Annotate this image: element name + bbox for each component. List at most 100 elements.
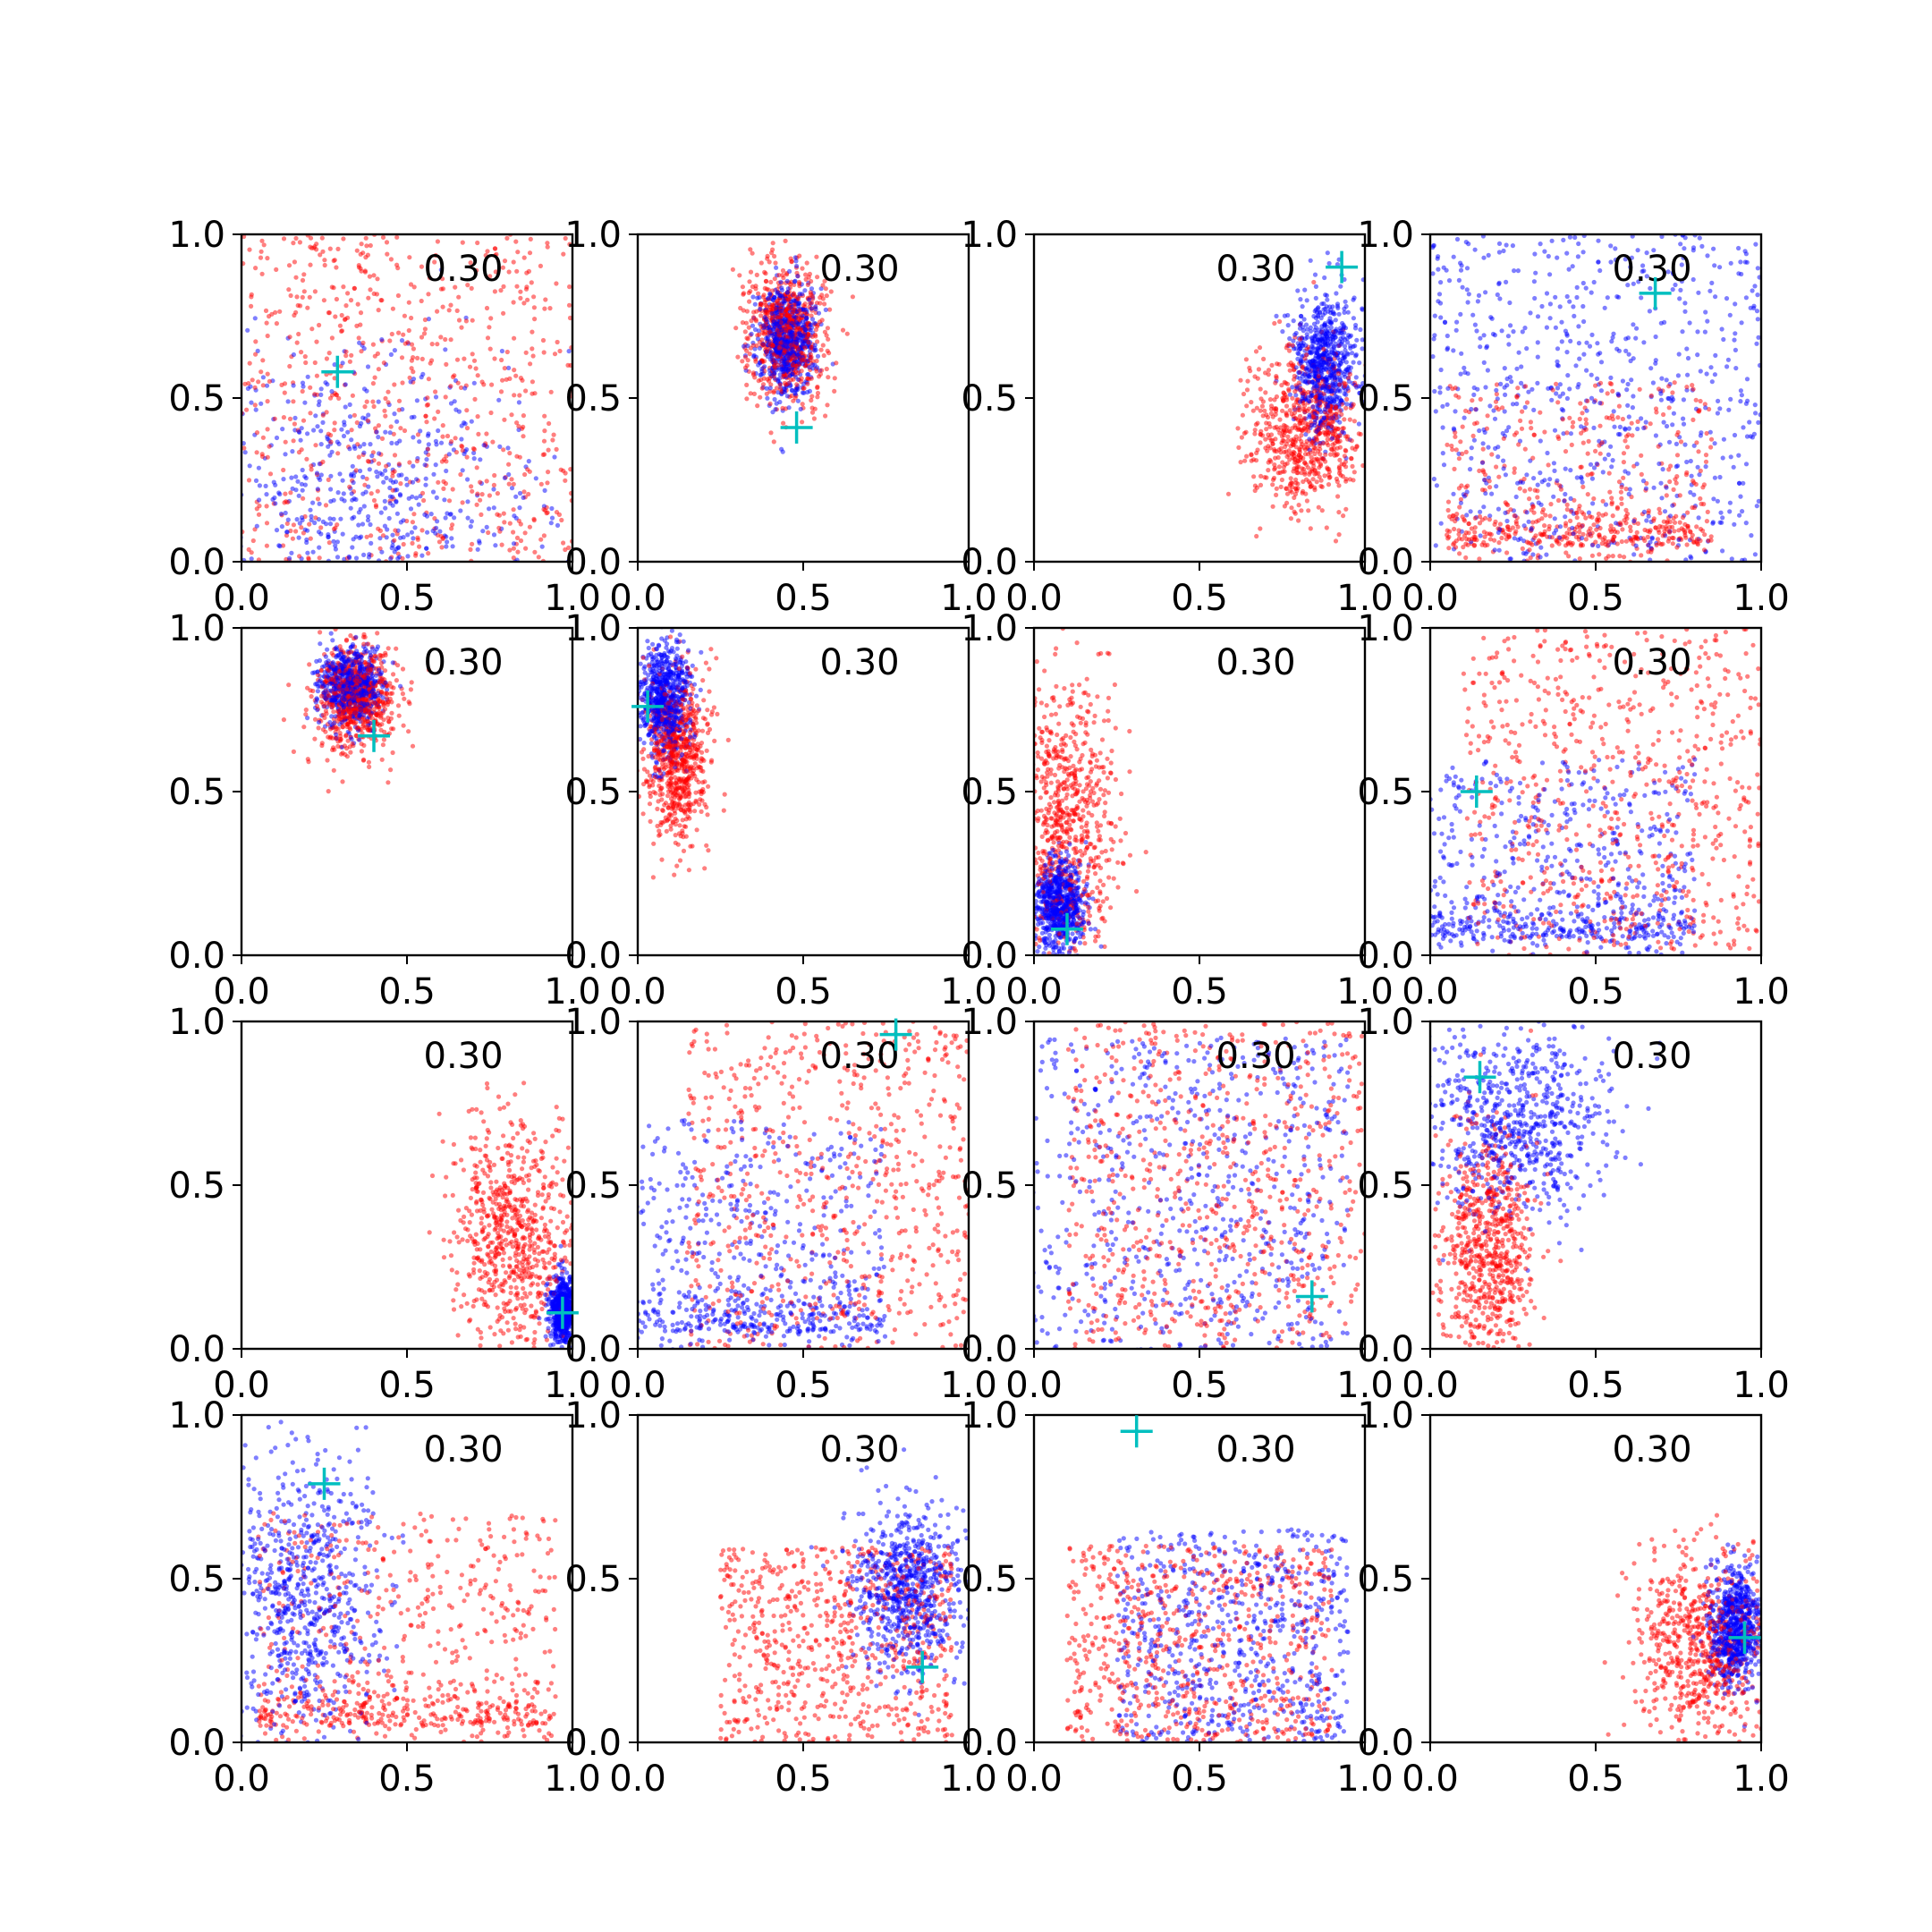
series-a-point — [366, 555, 372, 560]
series-a-point — [1538, 545, 1544, 550]
series-a-point — [276, 543, 282, 548]
series-a-point — [1318, 391, 1323, 397]
y-tick-label: 1.0 — [564, 215, 622, 256]
series-b-point — [511, 555, 516, 561]
series-a-point — [1535, 354, 1540, 360]
series-a-point — [483, 566, 487, 571]
series-b-point — [388, 424, 394, 429]
series-a-point — [1631, 394, 1636, 399]
series-a-point — [483, 586, 487, 590]
series-a-point — [1353, 352, 1359, 358]
series-a-point — [342, 593, 346, 597]
series-b-point — [265, 256, 270, 261]
series-a-point — [1433, 543, 1438, 548]
series-b-point — [1239, 435, 1244, 440]
series-a-point — [791, 298, 797, 303]
series-b-point — [1292, 495, 1297, 501]
series-a-point — [409, 530, 414, 535]
series-a-point — [1643, 419, 1648, 425]
series-a-point — [752, 301, 758, 307]
series-a-point — [1335, 305, 1341, 310]
series-b-point — [771, 388, 776, 394]
series-a-point — [666, 521, 671, 526]
series-a-point — [1547, 316, 1553, 321]
series-a-point — [823, 307, 828, 312]
series-b-point — [773, 260, 778, 266]
series-a-point — [1303, 432, 1309, 437]
series-b-point — [1484, 563, 1488, 567]
series-b-point — [1579, 430, 1584, 436]
series-b-point — [1258, 428, 1264, 434]
series-a-point — [318, 568, 322, 572]
series-b-point — [1298, 454, 1303, 460]
series-a-point — [233, 529, 238, 533]
series-b-point — [484, 431, 489, 436]
series-b-point — [1316, 374, 1321, 379]
series-a-point — [299, 481, 304, 487]
series-a-point — [316, 605, 320, 609]
series-b-point — [754, 272, 759, 277]
series-b-point — [826, 375, 831, 380]
series-b-point — [353, 468, 359, 473]
series-a-point — [116, 460, 121, 464]
series-a-point — [1625, 402, 1631, 408]
series-a-point — [1710, 520, 1716, 525]
series-b-point — [789, 259, 794, 265]
series-b-point — [449, 526, 454, 531]
series-b-point — [750, 315, 757, 320]
series-b-point — [509, 412, 514, 418]
series-a-point — [1510, 243, 1515, 249]
series-a-point — [377, 451, 382, 456]
series-b-point — [1314, 437, 1319, 443]
series-a-point — [383, 505, 388, 511]
series-b-point — [1478, 596, 1482, 600]
series-a-point — [497, 444, 503, 449]
series-b-point — [433, 252, 438, 258]
series-b-point — [1609, 496, 1614, 501]
series-a-point — [1298, 399, 1303, 404]
series-b-point — [1283, 462, 1288, 467]
series-b-point — [370, 342, 376, 347]
series-b-point — [802, 345, 808, 351]
series-b-point — [1350, 445, 1355, 451]
series-b-point — [1672, 529, 1677, 534]
series-b-point — [832, 388, 837, 394]
series-b-point — [747, 279, 752, 284]
series-b-point — [507, 376, 513, 381]
series-a-point — [1674, 441, 1679, 446]
series-a-point — [413, 496, 419, 501]
series-b-point — [301, 272, 307, 277]
series-b-point — [514, 420, 520, 426]
series-a-point — [1544, 552, 1549, 557]
series-a-point — [1519, 380, 1524, 386]
series-a-point — [812, 345, 818, 351]
series-a-point — [394, 441, 400, 446]
series-a-point — [549, 515, 555, 521]
series-a-point — [1553, 294, 1558, 300]
series-b-point — [1313, 445, 1318, 451]
series-a-point — [1644, 274, 1649, 279]
series-a-point — [1287, 392, 1292, 397]
series-a-point — [1327, 316, 1333, 321]
series-b-point — [540, 337, 547, 343]
series-b-point — [1288, 360, 1293, 366]
series-b-point — [1272, 465, 1278, 470]
series-a-point — [496, 397, 502, 402]
series-b-point — [375, 488, 380, 494]
series-b-point — [320, 459, 326, 465]
series-b-point — [426, 377, 431, 382]
series-b-point — [566, 302, 572, 308]
series-b-point — [762, 329, 767, 335]
series-b-point — [797, 253, 802, 258]
series-b-point — [809, 405, 815, 411]
series-b-point — [386, 400, 391, 405]
series-b-point — [421, 497, 427, 504]
series-b-point — [1303, 420, 1309, 426]
series-b-point — [1329, 446, 1335, 452]
series-a-point — [320, 419, 326, 425]
series-b-point — [1327, 408, 1333, 413]
series-a-point — [1711, 246, 1716, 251]
series-b-point — [1286, 388, 1292, 394]
series-b-point — [1258, 386, 1263, 392]
series-a-point — [309, 513, 314, 519]
